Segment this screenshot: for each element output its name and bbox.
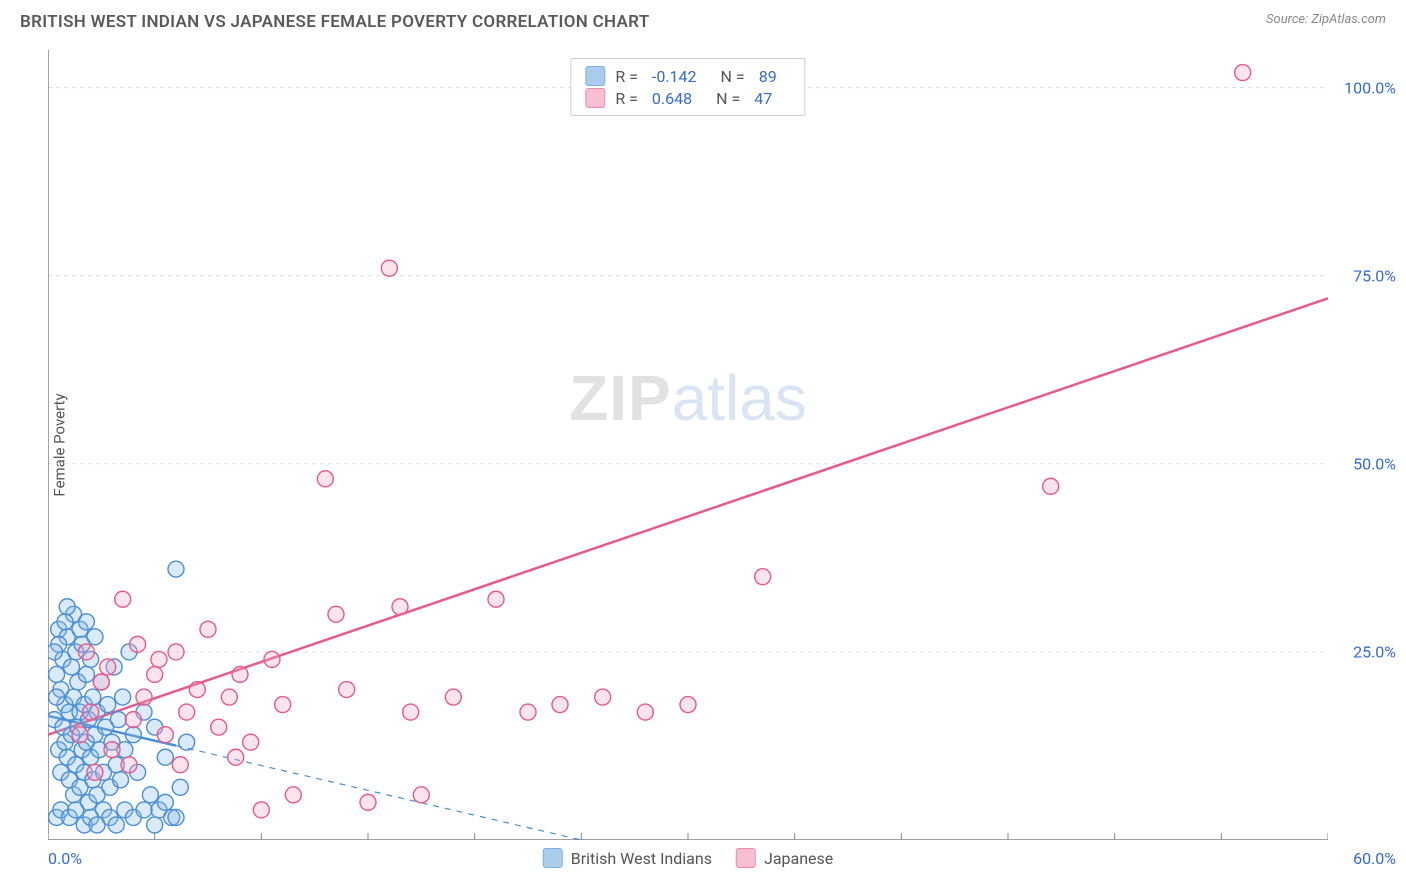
legend-r-label: R = (615, 89, 638, 108)
legend-n-label: N = (721, 67, 745, 86)
y-tick-label: 75.0% (1353, 266, 1396, 285)
legend-correlation-row: R = -0.142 N = 89 (585, 65, 790, 87)
legend-series-name: British West Indians (571, 849, 712, 868)
legend-r-label: R = (615, 67, 638, 86)
legend-n-value: 89 (759, 67, 777, 86)
legend-series-item: Japanese (736, 848, 833, 868)
legend-n-value: 47 (754, 89, 772, 108)
y-tick-label: 100.0% (1344, 78, 1396, 97)
legend-series-item: British West Indians (543, 848, 712, 868)
legend-swatch (736, 848, 756, 868)
legend-correlation-box: R = -0.142 N = 89 R = 0.648 N = 47 (570, 58, 805, 116)
legend-r-value: 0.648 (652, 89, 692, 108)
legend-r-value: -0.142 (652, 67, 697, 86)
legend-swatch (585, 66, 605, 86)
legend-series-name: Japanese (764, 849, 833, 868)
chart-area: Female Poverty ZIPatlas R =-0.142N =89R … (48, 50, 1328, 840)
chart-source: Source: ZipAtlas.com (1266, 12, 1386, 27)
legend-swatch (543, 848, 563, 868)
x-axis-max-label: 60.0% (1353, 849, 1396, 868)
legend-series: British West Indians Japanese (543, 848, 834, 868)
legend-swatch (585, 88, 605, 108)
legend-n-label: N = (716, 89, 740, 108)
y-tick-label: 25.0% (1353, 642, 1396, 661)
y-tick-label: 50.0% (1353, 454, 1396, 473)
chart-title: BRITISH WEST INDIAN VS JAPANESE FEMALE P… (20, 12, 649, 32)
legend-correlation-row: R = 0.648 N = 47 (585, 87, 790, 109)
chart-header: BRITISH WEST INDIAN VS JAPANESE FEMALE P… (0, 0, 1406, 32)
scatter-plot (48, 50, 1328, 840)
x-axis-min-label: 0.0% (48, 849, 82, 868)
